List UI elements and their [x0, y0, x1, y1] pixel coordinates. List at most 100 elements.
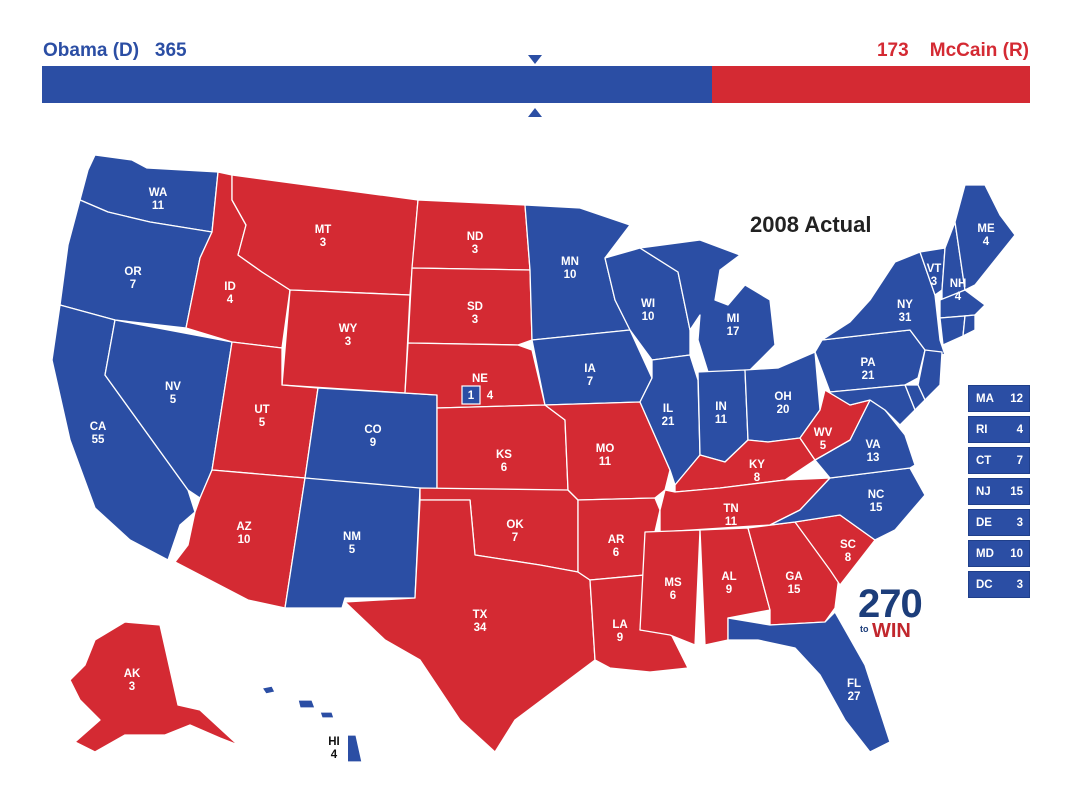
state-ev-wv: 5 [820, 440, 827, 452]
270towin-logo: 270 to WIN [858, 582, 923, 642]
state-ev-la: 9 [617, 632, 623, 644]
state-NC[interactable] [769, 467, 926, 541]
state-label-nh: NH [950, 278, 967, 290]
state-FL[interactable] [727, 611, 891, 753]
state-label-or: OR [124, 266, 142, 278]
state-label-tn: TN [723, 503, 738, 515]
state-ev-oh: 20 [777, 404, 790, 416]
state-label-vt: VT [927, 263, 942, 275]
state-label-wa: WA [149, 187, 168, 199]
small-state-abbr: MD [976, 547, 994, 560]
state-label-nm: NM [343, 531, 361, 543]
ne-rep-split-label: 4 [487, 390, 494, 402]
small-state-box-dc[interactable]: DC 3 [968, 571, 1030, 598]
state-label-nv: NV [165, 381, 181, 393]
state-ME[interactable] [954, 184, 1016, 291]
state-label-ga: GA [785, 571, 802, 583]
logo-number: 270 [858, 582, 923, 626]
state-NM[interactable] [284, 477, 421, 609]
state-label-ok: OK [506, 519, 524, 531]
state-CT[interactable] [939, 315, 966, 346]
dem-candidate-label: Obama (D) 365 [43, 40, 187, 62]
state-ev-id: 4 [227, 294, 234, 306]
small-state-abbr: MA [976, 392, 994, 405]
rep-electoral-votes: 173 [876, 40, 909, 61]
state-ev-fl: 27 [848, 691, 861, 703]
small-state-abbr: RI [976, 423, 988, 436]
state-SD[interactable] [407, 267, 533, 346]
state-label-wi: WI [641, 298, 655, 310]
state-ev-ny: 31 [899, 312, 912, 324]
state-label-il: IL [663, 403, 673, 415]
state-label-ca: CA [90, 421, 107, 433]
state-MA[interactable] [939, 289, 986, 319]
state-AK[interactable] [69, 621, 239, 753]
state-ev-or: 7 [130, 279, 136, 291]
state-label-ia: IA [584, 363, 596, 375]
state-ev-sd: 3 [472, 314, 478, 326]
state-label-ut: UT [254, 404, 269, 416]
small-state-box-ct[interactable]: CT 7 [968, 447, 1030, 474]
state-ev-wa: 11 [152, 200, 165, 212]
state-label-la: LA [612, 619, 627, 631]
state-label-oh: OH [774, 391, 791, 403]
state-label-mt: MT [315, 224, 332, 236]
state-ev-mt: 3 [320, 237, 326, 249]
small-state-abbr: DC [976, 578, 993, 591]
state-ev-vt: 3 [931, 276, 937, 288]
state-ev-nm: 5 [349, 544, 356, 556]
rep-candidate-label: 173 McCain (R) [877, 40, 1029, 62]
state-label-va: VA [865, 439, 880, 451]
small-state-ev: 3 [1016, 578, 1023, 591]
state-HI[interactable] [261, 685, 363, 763]
state-MS[interactable] [639, 529, 701, 646]
small-state-box-md[interactable]: MD 10 [968, 540, 1030, 567]
small-state-ev: 4 [1016, 423, 1023, 436]
state-ev-va: 13 [867, 452, 880, 464]
state-label-wy: WY [339, 323, 358, 335]
state-ev-ia: 7 [587, 376, 593, 388]
state-ev-tx: 34 [474, 622, 487, 634]
small-state-box-ma[interactable]: MA 12 [968, 385, 1030, 412]
majority-marker-top-icon [528, 55, 542, 64]
state-label-tx: TX [473, 609, 488, 621]
state-ev-nd: 3 [472, 244, 478, 256]
hi-label-box [322, 729, 348, 763]
state-label-wv: WV [814, 427, 833, 439]
state-ev-ar: 6 [613, 547, 619, 559]
state-MI[interactable] [639, 239, 776, 373]
state-MD[interactable] [824, 384, 916, 426]
state-ev-hi: 4 [331, 749, 338, 761]
state-ev-al: 9 [726, 584, 732, 596]
state-NJ[interactable] [917, 349, 943, 401]
state-label-co: CO [364, 424, 381, 436]
small-state-box-nj[interactable]: NJ 15 [968, 478, 1030, 505]
state-ev-mo: 11 [599, 456, 612, 468]
map-title: 2008 Actual [750, 212, 872, 237]
state-label-sc: SC [840, 539, 856, 551]
state-label-mi: MI [727, 313, 740, 325]
state-ev-ms: 6 [670, 590, 676, 602]
small-state-ev: 3 [1016, 516, 1023, 529]
state-ev-ak: 3 [129, 681, 135, 693]
state-TX[interactable] [344, 499, 596, 753]
state-ev-ut: 5 [259, 417, 266, 429]
small-state-abbr: CT [976, 454, 992, 467]
state-label-sd: SD [467, 301, 483, 313]
state-RI[interactable] [962, 314, 976, 337]
dem-candidate-name: Obama (D) [43, 40, 140, 61]
state-ev-ky: 8 [754, 472, 761, 484]
rep-candidate-name: McCain (R) [929, 40, 1029, 61]
state-ev-nv: 5 [170, 394, 177, 406]
state-label-nc: NC [868, 489, 885, 501]
state-ev-il: 21 [662, 416, 675, 428]
small-state-abbr: DE [976, 516, 992, 529]
logo-win: WIN [872, 620, 911, 642]
state-ev-co: 9 [370, 437, 376, 449]
small-state-ev: 10 [1010, 547, 1023, 560]
state-label-pa: PA [860, 357, 875, 369]
small-state-box-ri[interactable]: RI 4 [968, 416, 1030, 443]
small-state-ev: 15 [1010, 485, 1023, 498]
small-state-box-de[interactable]: DE 3 [968, 509, 1030, 536]
state-ev-ga: 15 [788, 584, 801, 596]
